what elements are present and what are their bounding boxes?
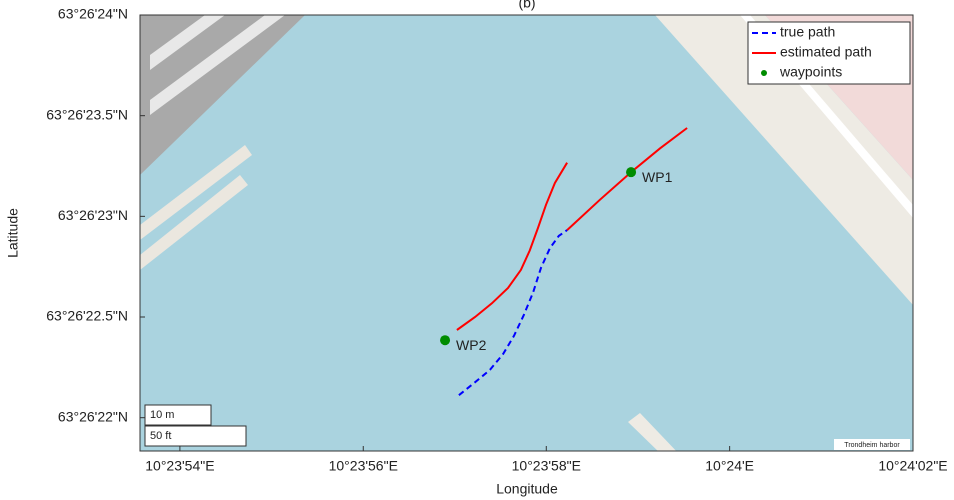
x-tick-label: 10°23'56"E [329,458,398,474]
x-tick-label: 10°23'54"E [145,458,214,474]
y-tick-label: 63°26'23"N [58,207,128,223]
y-tick-label: 63°26'22"N [58,408,128,424]
chart: (b) Longitude Latitude 10 m 50 ft Trondh… [0,0,954,500]
legend-marker [761,70,767,76]
x-tick-label: 10°24'E [705,458,754,474]
scale-label: 50 ft [150,430,171,442]
y-axis-label: Latitude [5,208,21,258]
attribution: Trondheim harbor [844,442,900,449]
x-axis-label: Longitude [496,481,558,497]
legend-label: true path [780,24,835,40]
chart-title: (b) [518,0,535,11]
y-tick-label: 63°26'23.5"N [46,106,128,122]
y-tick-label: 63°26'24"N [58,6,128,22]
legend-label: estimated path [780,44,872,60]
y-tick-label: 63°26'22.5"N [46,308,128,324]
waypoint [440,335,450,345]
waypoint-label: WP2 [456,337,487,353]
waypoint-label: WP1 [642,169,673,185]
x-tick-label: 10°24'02"E [878,458,947,474]
scale-label: 10 m [150,409,174,421]
x-tick-label: 10°23'58"E [512,458,581,474]
legend-label: waypoints [779,64,842,80]
waypoint [626,167,636,177]
